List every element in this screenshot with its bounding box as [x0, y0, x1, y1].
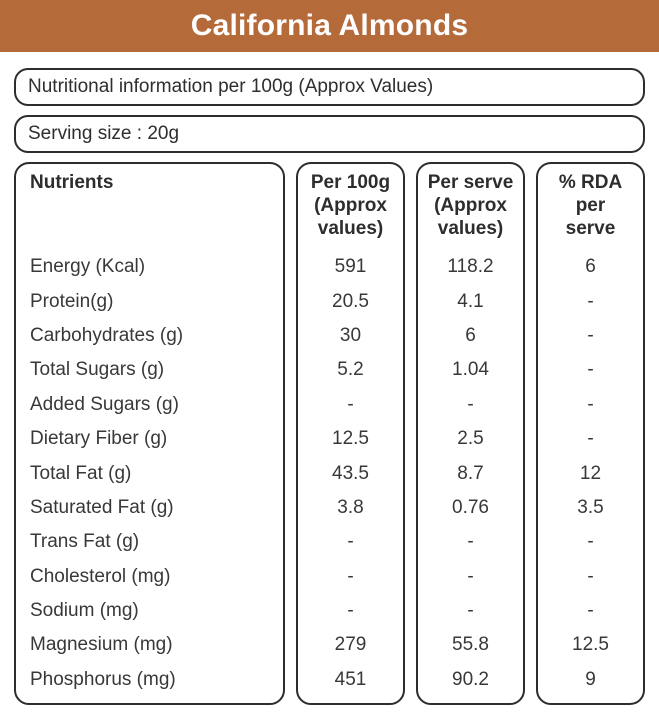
per-serve-value: - — [467, 600, 474, 622]
rda-value: - — [587, 531, 594, 553]
serving-size-bar: Serving size : 20g — [14, 115, 645, 153]
nutrient-name: Magnesium (mg) — [30, 634, 173, 656]
per-serve-value: - — [467, 393, 474, 415]
per-100g-value: 20.5 — [332, 290, 369, 312]
nutrient-name: Total Fat (g) — [30, 462, 132, 484]
nutrient-name: Carbohydrates (g) — [30, 324, 184, 346]
nutrient-name: Added Sugars (g) — [30, 393, 179, 415]
nutrient-name: Protein(g) — [30, 290, 114, 312]
per-100g-value: 12.5 — [332, 428, 369, 450]
nutrient-name: Dietary Fiber (g) — [30, 428, 168, 450]
per-serve-value: 118.2 — [447, 256, 494, 278]
title-bar: California Almonds — [0, 0, 659, 52]
per-100g-column: Per 100g (Approx values) 591 20.5 30 5.2… — [296, 162, 405, 705]
rda-value: 12 — [579, 462, 602, 484]
rda-value: - — [587, 359, 594, 381]
per-serve-value: 6 — [465, 324, 476, 346]
per-serve-value: - — [467, 531, 474, 553]
nutritional-info-text: Nutritional information per 100g (Approx… — [28, 76, 434, 97]
per-serve-value: 90.2 — [452, 668, 489, 690]
per-100g-value: 5.2 — [337, 359, 364, 381]
rda-value: - — [587, 290, 594, 312]
nutrition-table: Nutrients Energy (Kcal) Protein(g) Carbo… — [14, 162, 645, 705]
per-serve-value: - — [467, 565, 474, 587]
rda-value: - — [587, 428, 594, 450]
rda-rows: 6 - - - - - 12 3.5 - - - 12.5 9 — [538, 250, 643, 697]
rda-value: 6 — [585, 256, 596, 278]
per-100g-value: 30 — [339, 324, 362, 346]
nutrient-name: Energy (Kcal) — [30, 256, 146, 278]
nutrients-column: Nutrients Energy (Kcal) Protein(g) Carbo… — [14, 162, 285, 705]
per-100g-value: 279 — [334, 634, 367, 656]
rda-column-header: % RDA per serve — [558, 172, 623, 239]
nutrients-column-header: Nutrients — [30, 172, 114, 193]
per-100g-value: 591 — [334, 256, 367, 278]
per-100g-value: 3.8 — [337, 496, 364, 518]
per-100g-value: - — [347, 565, 354, 587]
per-100g-rows: 591 20.5 30 5.2 - 12.5 43.5 3.8 - - - 27… — [298, 250, 403, 697]
per-100g-column-header: Per 100g (Approx values) — [310, 172, 391, 239]
per-100g-value: 451 — [334, 668, 367, 690]
nutrient-name: Saturated Fat (g) — [30, 496, 174, 518]
page-title: California Almonds — [190, 9, 469, 42]
nutritional-info-bar: Nutritional information per 100g (Approx… — [14, 68, 645, 106]
per-100g-value: - — [347, 393, 354, 415]
per-serve-value: 2.5 — [457, 428, 484, 450]
rda-value: - — [587, 324, 594, 346]
nutrient-name: Trans Fat (g) — [30, 531, 140, 553]
per-serve-rows: 118.2 4.1 6 1.04 - 2.5 8.7 0.76 - - - 55… — [418, 250, 523, 697]
rda-value: 12.5 — [572, 634, 609, 656]
per-serve-value: 8.7 — [457, 462, 484, 484]
per-100g-value: - — [347, 531, 354, 553]
per-serve-value: 55.8 — [452, 634, 489, 656]
rda-value: - — [587, 393, 594, 415]
nutrient-name: Total Sugars (g) — [30, 359, 165, 381]
per-serve-value: 1.04 — [452, 359, 489, 381]
rda-value: 9 — [585, 668, 596, 690]
nutrient-name: Phosphorus (mg) — [30, 668, 176, 690]
rda-value: 3.5 — [577, 496, 604, 518]
per-serve-value: 0.76 — [452, 496, 489, 518]
per-serve-value: 4.1 — [457, 290, 484, 312]
rda-value: - — [587, 600, 594, 622]
nutrient-name: Cholesterol (mg) — [30, 565, 171, 587]
per-serve-column-header: Per serve (Approx values) — [427, 172, 514, 239]
rda-value: - — [587, 565, 594, 587]
nutrient-name: Sodium (mg) — [30, 600, 139, 622]
serving-size-text: Serving size : 20g — [28, 123, 180, 144]
nutrients-rows: Energy (Kcal) Protein(g) Carbohydrates (… — [30, 250, 279, 697]
rda-column: % RDA per serve 6 - - - - - 12 3.5 - - -… — [536, 162, 645, 705]
per-100g-value: 43.5 — [332, 462, 369, 484]
per-100g-value: - — [347, 600, 354, 622]
per-serve-column: Per serve (Approx values) 118.2 4.1 6 1.… — [416, 162, 525, 705]
